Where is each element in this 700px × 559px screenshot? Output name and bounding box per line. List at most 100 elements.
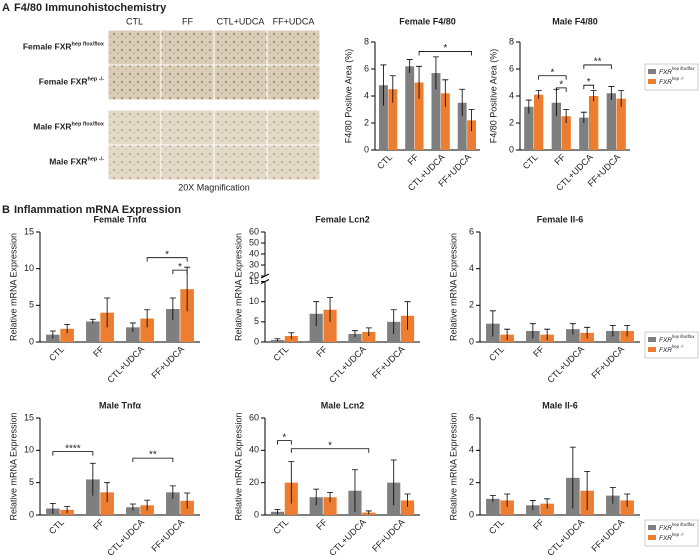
micrograph <box>266 109 321 146</box>
significance-label: ** <box>149 450 157 461</box>
label: FXRhep flox/flox <box>659 66 695 76</box>
panel-title: F4/80 Immunohistochemistry <box>14 2 167 14</box>
superscript: hep flox/flox <box>72 122 105 128</box>
bar <box>309 313 323 342</box>
label: FXRhep -/- <box>659 344 685 354</box>
label: FXRhep flox/flox <box>659 334 695 344</box>
error-bar <box>544 328 551 341</box>
x-tick-label: FF+UDCA <box>370 517 407 554</box>
bar <box>405 66 415 150</box>
significance-bracket <box>277 440 292 445</box>
chart-title: Male Tnfα <box>99 400 142 410</box>
error-bar <box>609 325 616 337</box>
axis-break <box>260 279 270 284</box>
error-bar <box>89 318 96 324</box>
y-tick-label: 0 <box>29 336 34 346</box>
legend-swatch <box>648 69 656 74</box>
y-tick-label: 4 <box>469 263 474 273</box>
bar <box>561 116 571 150</box>
significance-bracket <box>172 269 188 275</box>
error-bar <box>535 90 542 99</box>
text: FXR <box>659 69 672 76</box>
x-tick-label: CTL <box>521 152 540 171</box>
text: Female FXR <box>23 42 72 52</box>
significance-bracket <box>583 84 595 90</box>
error-bar <box>274 338 281 342</box>
error-bar <box>327 297 334 322</box>
bar <box>388 89 398 150</box>
bar <box>620 500 634 515</box>
label: Female FXRhep flox/flox <box>23 42 105 52</box>
error-bar <box>525 99 532 114</box>
bar <box>86 479 100 515</box>
y-tick-label: 60 <box>249 226 259 236</box>
bar <box>166 492 180 515</box>
y-tick-label: 5 <box>29 300 34 310</box>
bar <box>126 327 140 342</box>
error-bar <box>468 109 475 132</box>
y-tick-label: 6 <box>469 412 474 422</box>
y-tick-label: 20 <box>249 270 259 280</box>
error-bar <box>584 326 591 339</box>
y-tick-label: 15 <box>24 226 34 236</box>
error-bar <box>380 64 387 106</box>
micrograph <box>213 29 268 66</box>
micrograph <box>213 144 268 181</box>
micrograph <box>160 109 215 146</box>
error-bar <box>563 109 570 123</box>
y-tick-label: 2 <box>364 117 369 127</box>
y-tick-label: 0 <box>509 144 514 154</box>
bar <box>551 102 562 150</box>
significance-bracket <box>132 457 174 463</box>
chart-title: Male F4/80 <box>552 16 598 26</box>
text: Male FXR <box>33 122 71 132</box>
significance-label: * <box>282 432 286 443</box>
caption: 20X Magnification <box>178 182 250 192</box>
error-bar <box>64 506 71 514</box>
label: FXRhep flox/flox <box>659 522 695 532</box>
error-bar <box>365 510 372 515</box>
significance-label: * <box>165 249 169 260</box>
y-tick-label: 0 <box>469 336 474 346</box>
y-tick-label: 4 <box>364 90 369 100</box>
x-tick-label: FF+UDCA <box>589 344 626 381</box>
x-tick-label: FF+UDCA <box>370 344 407 381</box>
y-axis-label: Relative mRNA Expression <box>448 233 458 341</box>
significance-bracket <box>583 64 612 69</box>
y-tick-label: 15 <box>24 412 34 422</box>
bar <box>500 500 514 515</box>
text: FXR <box>659 347 672 354</box>
error-bar <box>89 462 96 496</box>
superscript: hep flox/flox <box>672 334 695 339</box>
micrograph <box>107 64 162 101</box>
significance-label: * <box>587 77 591 88</box>
x-tick-label: FF <box>91 517 106 532</box>
text: Female FXR <box>39 77 88 87</box>
y-tick-label: 2 <box>509 117 514 127</box>
bar <box>414 82 424 150</box>
y-axis-label: Relative mRNA Expression <box>233 233 243 341</box>
error-bar <box>129 503 136 511</box>
column-header: FF+UDCA <box>273 16 315 26</box>
chart-title: Female Tnfα <box>93 214 147 224</box>
error-bar <box>169 485 176 499</box>
bar <box>362 331 376 342</box>
y-axis-label: Relative mRNA Expression <box>8 412 18 520</box>
superscript: hep -/- <box>87 77 104 83</box>
error-bar <box>274 508 281 515</box>
error-bar <box>184 492 191 509</box>
error-bar <box>144 309 151 328</box>
error-bar <box>504 328 511 341</box>
error-bar <box>104 297 111 328</box>
error-bar <box>489 495 496 503</box>
y-tick-label: 0 <box>364 144 369 154</box>
bar <box>180 289 194 342</box>
error-bar <box>390 309 397 334</box>
y-tick-label: 20 <box>249 477 259 487</box>
bar <box>540 503 554 515</box>
significance-label: ** <box>594 57 602 68</box>
y-tick-label: 50 <box>249 237 259 247</box>
significance-bracket <box>555 87 567 92</box>
x-tick-label: CTL+UDCA <box>105 344 146 385</box>
x-tick-label: FF <box>314 517 329 532</box>
